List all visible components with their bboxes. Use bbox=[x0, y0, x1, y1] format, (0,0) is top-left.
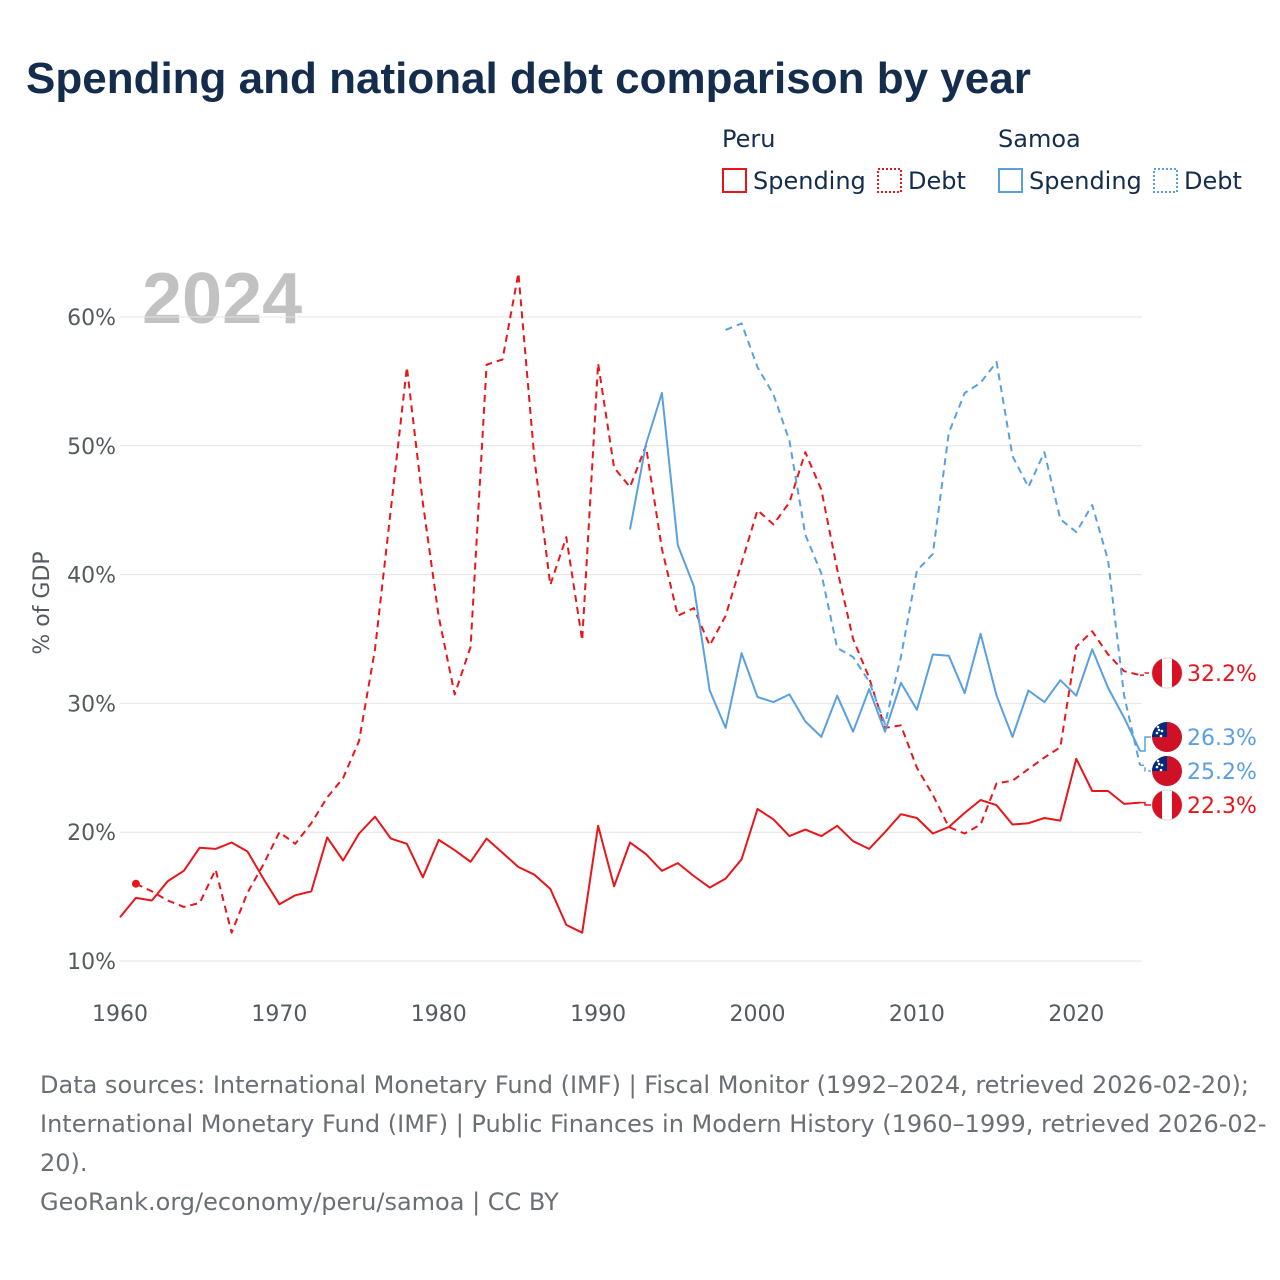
end-labels: 32.2% 26.3% 25.2% 22.3% bbox=[1140, 657, 1257, 821]
footer-sources-line1: Data sources: International Monetary Fun… bbox=[40, 1071, 1249, 1099]
footer-attribution[interactable]: GeoRank.org/economy/peru/samoa | CC BY bbox=[40, 1188, 559, 1216]
chart-title: Spending and national debt comparison by… bbox=[26, 54, 1031, 103]
y-tick-label-50: 50% bbox=[67, 435, 116, 460]
flag-samoa-icon bbox=[1152, 756, 1182, 786]
flag-peru-right-band bbox=[1172, 790, 1182, 820]
legend: Peru Spending Debt Samoa Spending Debt bbox=[722, 125, 1242, 195]
y-axis-ticks: 10% 20% 30% 40% 50% 60% bbox=[67, 306, 116, 975]
flag-samoa-star bbox=[1156, 759, 1160, 763]
flag-samoa-icon bbox=[1152, 722, 1182, 752]
y-tick-label-60: 60% bbox=[67, 306, 116, 331]
legend-swatch-peru-spending bbox=[722, 168, 747, 193]
legend-swatch-samoa-spending bbox=[998, 168, 1023, 193]
legend-country-peru: Peru bbox=[722, 125, 775, 153]
y-tick-label-10: 10% bbox=[67, 950, 116, 975]
legend-country-samoa: Samoa bbox=[998, 125, 1081, 153]
flag-samoa-star bbox=[1157, 762, 1161, 766]
series-line-peru-debt[interactable] bbox=[135, 272, 1141, 934]
end-label-samoa-spending: 26.3% bbox=[1187, 726, 1257, 751]
legend-swatch-peru-debt bbox=[877, 168, 902, 193]
end-connector-peru-debt bbox=[1140, 672, 1151, 676]
legend-label-peru-debt[interactable]: Debt bbox=[908, 167, 966, 195]
flag-peru-left-band bbox=[1152, 658, 1162, 688]
flag-samoa-star bbox=[1157, 728, 1161, 732]
series-line-samoa-spending[interactable] bbox=[629, 392, 1141, 752]
x-axis-ticks: 1960 1970 1980 1990 2000 2010 2020 bbox=[92, 1002, 1104, 1027]
series bbox=[119, 272, 1141, 934]
x-tick-label-2000: 2000 bbox=[730, 1002, 786, 1027]
x-tick-label-2020: 2020 bbox=[1048, 1002, 1104, 1027]
x-tick-label-2010: 2010 bbox=[889, 1002, 945, 1027]
y-tick-label-20: 20% bbox=[67, 821, 116, 846]
x-tick-label-1990: 1990 bbox=[570, 1002, 626, 1027]
legend-label-peru-spending[interactable]: Spending bbox=[753, 167, 866, 195]
legend-swatch-samoa-debt bbox=[1153, 168, 1178, 193]
end-connector-samoa-debt bbox=[1140, 764, 1151, 772]
flag-samoa-star bbox=[1160, 763, 1164, 767]
end-label-peru-spending: 22.3% bbox=[1187, 794, 1257, 819]
end-connector-peru-spending bbox=[1140, 801, 1151, 806]
flag-samoa-star bbox=[1155, 765, 1159, 769]
flag-peru-left-band bbox=[1152, 790, 1162, 820]
flag-peru-right-band bbox=[1172, 658, 1182, 688]
flag-peru-icon bbox=[1151, 789, 1183, 821]
legend-label-samoa-spending[interactable]: Spending bbox=[1029, 167, 1142, 195]
footer-sources-line3: 20). bbox=[40, 1149, 88, 1177]
x-tick-label-1970: 1970 bbox=[251, 1002, 307, 1027]
series-start-dot-peru-debt bbox=[131, 879, 140, 888]
series-line-samoa-debt[interactable] bbox=[725, 322, 1141, 766]
legend-label-samoa-debt[interactable]: Debt bbox=[1184, 167, 1242, 195]
series-line-peru-spending[interactable] bbox=[119, 757, 1141, 934]
flag-samoa-star bbox=[1159, 734, 1163, 738]
x-tick-label-1980: 1980 bbox=[411, 1002, 467, 1027]
y-tick-label-40: 40% bbox=[67, 564, 116, 589]
y-axis-label: % of GDP bbox=[30, 551, 55, 654]
x-tick-label-1960: 1960 bbox=[92, 1002, 148, 1027]
year-watermark: 2024 bbox=[142, 259, 302, 339]
flag-samoa-star bbox=[1160, 729, 1164, 733]
footer-sources-line2: International Monetary Fund (IMF) | Publ… bbox=[40, 1110, 1267, 1138]
end-label-peru-debt: 32.2% bbox=[1187, 662, 1257, 687]
flag-samoa-star bbox=[1159, 768, 1163, 772]
flag-samoa-star bbox=[1156, 725, 1160, 729]
gridlines bbox=[120, 316, 1142, 962]
end-label-samoa-debt: 25.2% bbox=[1187, 760, 1257, 785]
y-tick-label-30: 30% bbox=[67, 692, 116, 717]
flag-peru-icon bbox=[1151, 657, 1183, 689]
flag-samoa-star bbox=[1155, 731, 1159, 735]
end-connector-samoa-spending bbox=[1140, 736, 1151, 752]
